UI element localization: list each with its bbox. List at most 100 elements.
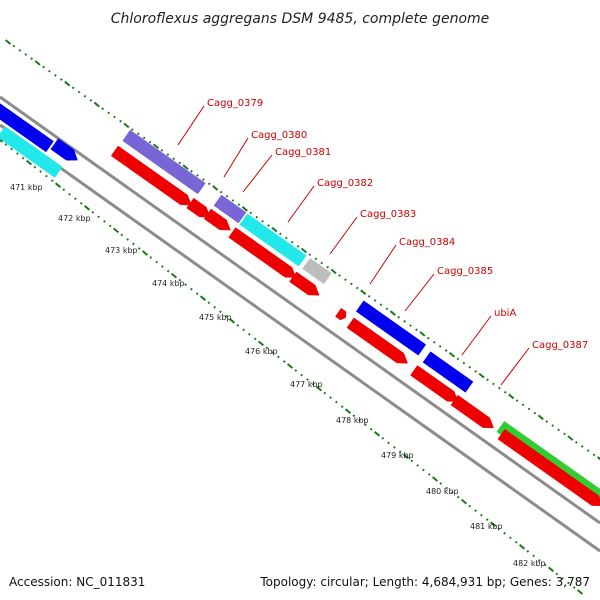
major-tick — [330, 268, 337, 275]
cds-cagg-0385[interactable] — [410, 365, 459, 402]
cds-cagg-0382[interactable] — [228, 227, 297, 278]
leader-line — [404, 273, 435, 312]
major-tick — [25, 159, 33, 166]
minor-tick — [277, 355, 280, 359]
minor-tick — [379, 303, 383, 307]
major-tick — [112, 227, 120, 234]
tick-label: 474 kbp — [152, 279, 185, 288]
gene-label-ubia[interactable]: ubiA — [494, 308, 516, 319]
major-tick — [286, 363, 294, 369]
minor-tick — [30, 57, 34, 61]
cds-cagg-0381[interactable] — [203, 208, 231, 231]
minor-tick — [97, 215, 100, 219]
minor-tick — [148, 140, 152, 144]
gene-blue-left[interactable] — [0, 102, 54, 153]
minor-tick — [551, 424, 555, 428]
minor-tick — [142, 136, 146, 140]
minor-tick — [563, 432, 566, 436]
minor-tick — [456, 495, 460, 499]
minor-tick — [427, 473, 431, 476]
minor-tick — [190, 287, 193, 291]
minor-tick — [311, 382, 315, 386]
minor-tick — [503, 531, 506, 535]
minor-tick — [62, 188, 66, 192]
minor-tick — [468, 365, 472, 369]
outer-scale-track — [4, 39, 600, 461]
minor-tick — [160, 149, 164, 152]
gene-label-cagg-0379[interactable]: Cagg_0379 — [207, 98, 263, 109]
gene-label-cagg-0380[interactable]: Cagg_0380 — [251, 130, 307, 141]
minor-tick — [120, 233, 124, 237]
major-tick — [431, 476, 439, 482]
cds-cagg-0383[interactable] — [289, 271, 320, 296]
cds-small[interactable] — [335, 307, 347, 321]
gene-cagg-0385[interactable] — [422, 351, 474, 393]
minor-tick — [50, 179, 54, 183]
minor-tick — [255, 215, 259, 219]
minor-tick — [416, 464, 419, 467]
gene-label-cagg-0381[interactable]: Cagg_0381 — [275, 147, 331, 158]
cds-ubia[interactable] — [450, 394, 494, 429]
minor-tick — [119, 119, 122, 123]
major-tick — [518, 544, 526, 550]
minor-tick — [107, 111, 111, 115]
minor-tick — [526, 549, 530, 553]
minor-tick — [219, 190, 223, 194]
tick-label: 471 kbp — [10, 183, 43, 192]
minor-tick — [574, 440, 578, 444]
cds-cagg-0384[interactable] — [346, 317, 408, 364]
minor-tick — [103, 219, 106, 223]
gene-label-cagg-0384[interactable]: Cagg_0384 — [399, 237, 455, 248]
minor-tick — [249, 211, 253, 215]
major-tick — [64, 80, 71, 87]
major-tick — [596, 456, 600, 461]
minor-tick — [514, 540, 518, 544]
cds-cagg-0387[interactable] — [497, 428, 600, 506]
gene-blue-left-arrow[interactable] — [50, 138, 78, 161]
minor-tick — [130, 128, 134, 131]
gene-labels: Cagg_0379 Cagg_0380 Cagg_0381 Cagg_0382 … — [177, 98, 588, 386]
minor-tick — [178, 278, 182, 282]
gene-cagg-0384[interactable] — [355, 300, 427, 356]
gene-cagg-0380[interactable] — [213, 194, 247, 224]
minor-tick — [349, 282, 353, 286]
minor-tick — [403, 320, 407, 323]
gene-cagg-0382[interactable] — [239, 213, 307, 267]
major-tick — [170, 272, 178, 279]
gene-cyan-left[interactable] — [0, 126, 63, 178]
major-tick — [199, 295, 207, 301]
leader-line — [329, 216, 358, 255]
leader-line — [500, 347, 530, 386]
gene-label-cagg-0385[interactable]: Cagg_0385 — [437, 266, 493, 277]
minor-tick — [271, 351, 274, 354]
minor-tick — [136, 132, 140, 136]
minor-tick — [409, 324, 412, 327]
minor-tick — [451, 491, 454, 494]
minor-tick — [358, 418, 361, 422]
gene-cagg-0383[interactable] — [302, 257, 332, 285]
gene-label-cagg-0387[interactable]: Cagg_0387 — [532, 340, 588, 351]
cds-cagg-0380[interactable] — [186, 197, 211, 218]
minor-tick — [533, 411, 537, 415]
minor-tick — [422, 468, 425, 472]
gene-label-cagg-0383[interactable]: Cagg_0383 — [360, 209, 416, 220]
minor-tick — [4, 143, 8, 146]
major-tick — [0, 138, 4, 143]
tick-label: 480 kbp — [426, 487, 459, 496]
major-tick — [152, 143, 160, 150]
minor-tick — [308, 253, 312, 257]
minor-tick — [278, 232, 282, 236]
major-tick — [389, 310, 396, 316]
minor-tick — [393, 445, 396, 449]
gene-label-cagg-0382[interactable]: Cagg_0382 — [317, 178, 373, 189]
gene-cagg-0379[interactable] — [122, 129, 206, 195]
minor-tick — [444, 349, 448, 352]
cds-cagg-0379[interactable] — [110, 145, 192, 206]
minor-tick — [33, 165, 37, 169]
minor-tick — [178, 161, 182, 165]
tick-label: 477 kbp — [290, 380, 323, 389]
minor-tick — [113, 115, 116, 119]
major-tick — [508, 393, 515, 400]
minor-tick — [83, 94, 87, 98]
leader-line — [177, 105, 205, 146]
